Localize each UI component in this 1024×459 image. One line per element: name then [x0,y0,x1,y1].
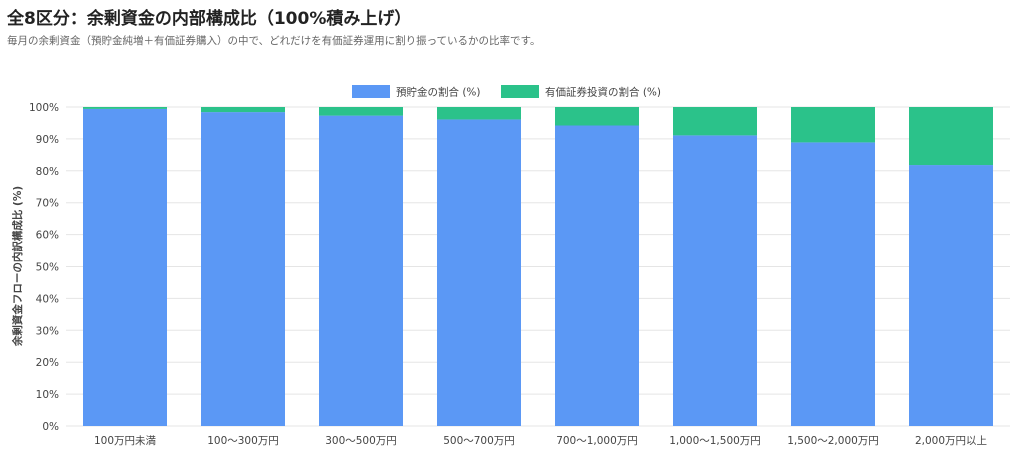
x-tick-label: 100〜300万円 [207,435,279,447]
y-tick-label: 0% [42,421,59,433]
y-tick-label: 20% [36,357,59,369]
y-tick-label: 40% [36,293,59,305]
bar-securities [555,107,639,126]
x-tick-label: 1,500〜2,000万円 [787,435,879,447]
bar-securities [909,107,993,166]
bars [83,107,993,427]
bar-securities [319,107,403,116]
y-tick-label: 90% [36,134,59,146]
y-tick-label: 50% [36,262,59,274]
bar-securities [83,107,167,109]
legend: 預貯金の割合 (%) 有価証券投資の割合 (%) [352,85,661,99]
legend-swatch [352,85,390,98]
bar-securities [201,107,285,113]
bar-savings [909,165,993,427]
x-tick-label: 2,000万円以上 [915,435,987,447]
y-tick-label: 70% [36,198,59,210]
x-tick-label: 500〜700万円 [443,435,515,447]
y-tick-label: 60% [36,230,59,242]
y-tick-label: 100% [29,102,59,114]
bar-savings [319,115,403,426]
bar-savings [673,135,757,427]
chart-title: 全8区分：余剰資金の内部構成比（100%積み上げ） [7,9,412,29]
x-tick-label: 100万円未満 [94,435,157,447]
x-tick-label: 1,000〜1,500万円 [669,435,761,447]
bar-savings [201,112,285,426]
legend-swatch [501,85,539,98]
chart-subtitle: 毎月の余剰資金（預貯金純増＋有価証券購入）の中で、どれだけを有価証券運用に割り振… [7,35,541,47]
x-tick-label: 300〜500万円 [325,435,397,447]
y-axis-ticks: 0% 10% 20% 30% 40% 50% 60% 70% 80% 90% 100% [29,102,59,433]
legend-label: 預貯金の割合 (%) [396,86,481,99]
bar-savings [791,142,875,426]
y-tick-label: 10% [36,389,59,401]
bar-securities [437,107,521,120]
bar-savings [83,108,167,426]
x-tick-label: 700〜1,000万円 [556,435,638,447]
bar-securities [673,107,757,136]
bar-savings [437,119,521,426]
y-tick-label: 80% [36,166,59,178]
y-tick-label: 30% [36,325,59,337]
bar-savings [555,125,639,426]
legend-label: 有価証券投資の割合 (%) [545,86,661,99]
y-axis-label: 余剰資金フローの内訳構成比 (%) [11,186,24,347]
bar-securities [791,107,875,143]
x-axis-ticks: 100万円未満 100〜300万円 300〜500万円 500〜700万円 700〜1,… [94,435,987,447]
